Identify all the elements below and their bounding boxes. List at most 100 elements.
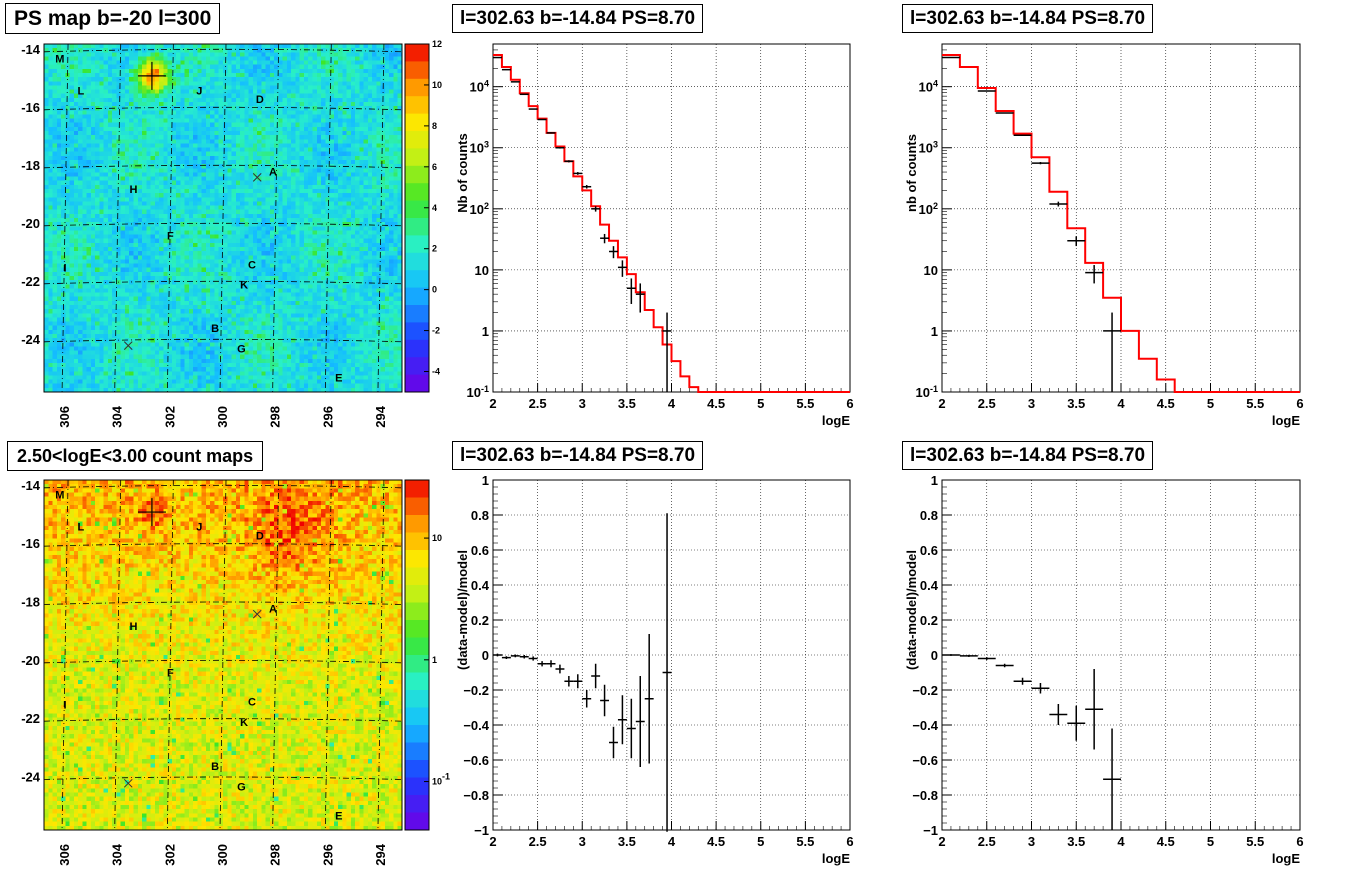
plot-frame bbox=[492, 43, 851, 393]
x-tick-label: 2.5 bbox=[978, 834, 996, 849]
x-axis-title: logE bbox=[822, 413, 850, 428]
colorbar-segment bbox=[405, 497, 429, 516]
colorbar-tick-label: 1 bbox=[432, 655, 437, 665]
graticule-longitude-line bbox=[324, 43, 332, 393]
colorbar-segment bbox=[405, 515, 429, 533]
x-tick-label: 6 bbox=[1296, 834, 1303, 849]
source-cross-marker bbox=[252, 173, 262, 182]
heatmap-frame bbox=[43, 479, 403, 831]
y-axis-title: (data-model)/model bbox=[904, 550, 919, 670]
colorbar-segment bbox=[405, 131, 429, 149]
source-marker-label: I bbox=[64, 262, 67, 274]
source-marker-label: A bbox=[269, 167, 277, 179]
panel-title-residual-b: l=302.63 b=-14.84 PS=8.70 bbox=[902, 441, 1154, 470]
y-tick-label: −1 bbox=[923, 823, 938, 838]
x-tick-label: 3.5 bbox=[1067, 396, 1085, 411]
x-tick-label: 5.5 bbox=[796, 396, 814, 411]
colorbar-tick-label: 6 bbox=[432, 162, 437, 172]
source-marker-label: D bbox=[256, 530, 264, 542]
x-tick-label: 4.5 bbox=[707, 834, 725, 849]
colorbar-tick-label: 2 bbox=[432, 244, 437, 254]
x-tick-label: 4 bbox=[668, 396, 676, 411]
y-tick-label: 103 bbox=[919, 140, 938, 156]
y-tick-label: 102 bbox=[919, 201, 938, 217]
x-tick-label: 2.5 bbox=[978, 396, 996, 411]
colorbar-segment bbox=[405, 602, 429, 621]
y-tick-label: −0.2 bbox=[463, 683, 489, 698]
colorbar-segment bbox=[405, 567, 429, 586]
source-marker-label: I bbox=[64, 700, 67, 712]
source-marker-label: E bbox=[335, 373, 342, 385]
x-tick-label: 4 bbox=[1117, 834, 1125, 849]
y-tick-label: 1 bbox=[482, 324, 489, 339]
y-tick-label: 0.8 bbox=[920, 508, 938, 523]
colorbar-segment bbox=[405, 200, 429, 219]
colorbar-tick-label: 8 bbox=[432, 121, 437, 131]
y-tick-label: −1 bbox=[474, 823, 489, 838]
y-tick-label: 104 bbox=[470, 79, 489, 95]
colorbar-frame bbox=[404, 43, 430, 393]
x-tick-label: 302 bbox=[162, 406, 177, 428]
plot-frame bbox=[941, 43, 1301, 393]
colorbar-tick-label: 10 bbox=[432, 80, 442, 90]
y-tick-label: 1 bbox=[482, 473, 489, 488]
model-histogram-line bbox=[942, 54, 1300, 393]
heatmap-image bbox=[44, 480, 402, 830]
x-tick-label: 3 bbox=[1028, 834, 1035, 849]
y-tick-label: -22 bbox=[21, 711, 40, 726]
graticule-longitude-line bbox=[166, 479, 174, 831]
y-tick-label: 0 bbox=[931, 648, 938, 663]
colorbar-segment bbox=[405, 61, 429, 80]
graticule-longitude-line bbox=[61, 43, 69, 393]
colorbar-segment bbox=[405, 78, 429, 97]
x-tick-label: 296 bbox=[320, 406, 335, 428]
colorbar-tick-label: -2 bbox=[432, 326, 440, 336]
colorbar-segment bbox=[405, 218, 429, 236]
y-tick-label: -20 bbox=[21, 216, 40, 231]
source-marker-label: B bbox=[211, 761, 219, 773]
colorbar-segment bbox=[405, 339, 429, 358]
x-tick-label: 298 bbox=[268, 844, 283, 866]
y-tick-label: −0.6 bbox=[463, 753, 489, 768]
x-tick-label: 2.5 bbox=[529, 834, 547, 849]
source-marker-label: J bbox=[196, 85, 202, 97]
y-tick-label: 10-1 bbox=[467, 384, 489, 400]
source-marker-label: L bbox=[77, 85, 84, 97]
colorbar-tick-label: -4 bbox=[432, 367, 440, 377]
x-tick-label: 4.5 bbox=[707, 396, 725, 411]
x-tick-label: 3.5 bbox=[618, 834, 636, 849]
y-axis-title: nb of counts bbox=[904, 134, 919, 212]
y-axis-title: Nb of counts bbox=[455, 133, 470, 212]
x-tick-label: 4.5 bbox=[1157, 834, 1175, 849]
x-tick-label: 306 bbox=[57, 844, 72, 866]
y-axis-title: (data-model)/model bbox=[455, 550, 470, 670]
x-axis-title: logE bbox=[1272, 851, 1300, 866]
heatmap-frame bbox=[43, 43, 403, 393]
x-tick-label: 5 bbox=[757, 396, 764, 411]
y-tick-label: 0.4 bbox=[471, 578, 490, 593]
colorbar-segment bbox=[405, 707, 429, 726]
y-tick-label: -18 bbox=[21, 158, 40, 173]
source-marker-label: G bbox=[237, 781, 246, 793]
colorbar-segment bbox=[405, 183, 429, 202]
graticule-longitude-line bbox=[114, 43, 122, 393]
graticule-longitude-line bbox=[166, 43, 174, 393]
y-tick-label: 10 bbox=[924, 263, 938, 278]
source-marker-label: B bbox=[211, 323, 219, 335]
x-tick-label: 4.5 bbox=[1157, 396, 1175, 411]
x-tick-label: 300 bbox=[215, 844, 230, 866]
y-tick-label: -16 bbox=[21, 536, 40, 551]
graticule-longitude-line bbox=[324, 479, 332, 831]
y-tick-label: 0.6 bbox=[920, 543, 938, 558]
graticule-longitude-line bbox=[61, 479, 69, 831]
source-marker-label: C bbox=[248, 697, 256, 709]
y-tick-label: 0.2 bbox=[471, 613, 489, 628]
source-cross-marker bbox=[137, 498, 166, 527]
x-tick-label: 294 bbox=[373, 405, 388, 427]
colorbar-segment bbox=[405, 305, 429, 323]
colorbar-segment bbox=[405, 690, 429, 708]
y-tick-label: 0.4 bbox=[920, 578, 939, 593]
x-tick-label: 5.5 bbox=[1246, 834, 1264, 849]
x-axis-title: logE bbox=[822, 851, 850, 866]
colorbar-segment bbox=[405, 760, 429, 778]
